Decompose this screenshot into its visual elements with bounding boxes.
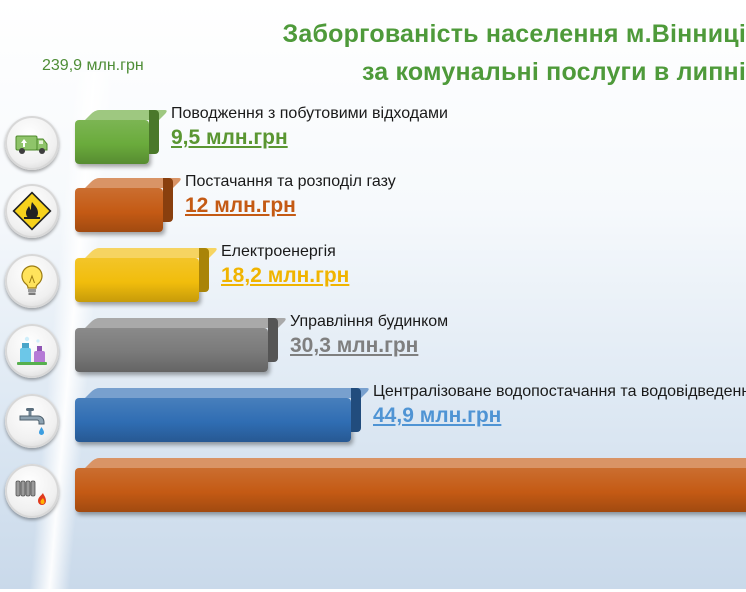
value-label-5: 44,9 млн.грн [373,404,502,427]
value-label-2: 12 млн.грн [185,194,296,217]
bar-2 [75,178,183,232]
bar-front-face [75,328,268,372]
category-label-1: Поводження з побутовими відходами [171,105,448,122]
chart-title-line-2: за комунальні послуги в липні [361,58,746,86]
bar-front-face [75,188,163,232]
bar-side-face [268,318,278,362]
radiator-icon [5,464,59,518]
light-bulb-icon [5,254,59,308]
garbage-truck-icon [5,116,59,170]
bar-front-face [75,398,351,442]
bar-side-face [149,110,159,154]
bar-3 [75,248,219,302]
category-label-3: Електроенергія [221,243,336,260]
bar-side-face [199,248,209,292]
flammable-warning-icon [5,184,59,238]
bar-side-face [351,388,361,432]
category-label-2: Постачання та розподіл газу [185,173,396,190]
chart-title-line-1: Заборгованість населення м.Вінниці [282,20,746,48]
value-label-4: 30,3 млн.грн [290,334,419,357]
value-label-3: 18,2 млн.грн [221,264,350,287]
bar-side-face [163,178,173,222]
bar-1 [75,110,169,164]
bar-top-face [85,318,288,328]
category-label-4: Управління будинком [290,313,449,330]
bar-front-face [75,120,149,164]
cleaning-supplies-icon [5,324,59,378]
bar-front-face [75,468,746,512]
category-label-5: Централізоване водопостачання та водовід… [373,383,746,400]
total-debt-label: 239,9 млн.грн [42,57,144,74]
water-tap-icon [5,394,59,448]
value-label-1: 9,5 млн.грн [171,126,288,149]
bar-top-face [85,388,371,398]
bar-5 [75,388,371,442]
bar-front-face [75,258,199,302]
bar-4 [75,318,288,372]
bar-6 [75,458,746,512]
bar-top-face [85,458,746,468]
